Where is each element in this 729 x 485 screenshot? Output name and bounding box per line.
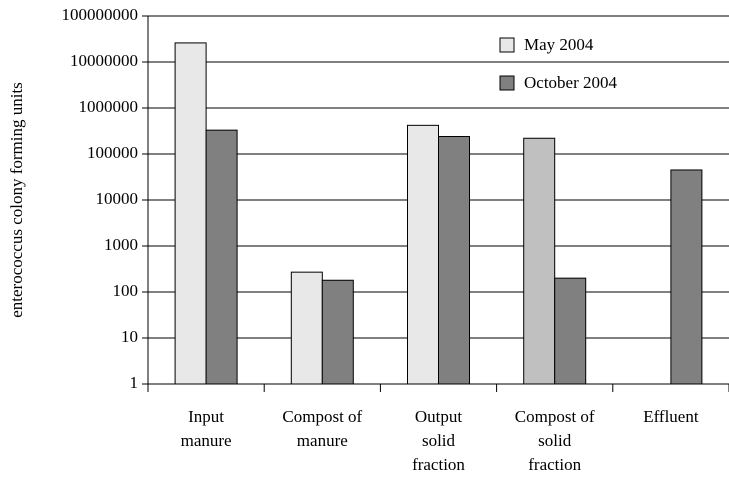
x-tick-label: Output: [415, 407, 463, 426]
bar: [438, 136, 470, 385]
y-tick-label: 1: [130, 373, 139, 392]
y-tick-label: 10: [121, 327, 138, 346]
x-tick-label: Input: [188, 407, 224, 426]
legend-label: May 2004: [524, 35, 594, 54]
x-tick-label: manure: [297, 431, 348, 450]
bar: [670, 169, 703, 385]
x-tick-label: fraction: [528, 455, 581, 474]
x-tick-label: Compost of: [282, 407, 362, 426]
y-axis-label: enterococcus colony forming units: [7, 82, 26, 318]
x-tick-label: manure: [181, 431, 232, 450]
y-tick-label: 100000: [87, 143, 138, 162]
bar: [407, 124, 439, 385]
x-tick-label: Compost of: [515, 407, 595, 426]
y-tick-label: 100: [113, 281, 139, 300]
bar: [174, 42, 207, 385]
x-tick-label: solid: [422, 431, 456, 450]
bar: [205, 129, 238, 385]
y-tick-label: 1000: [104, 235, 138, 254]
bar: [321, 279, 354, 385]
y-tick-label: 100000000: [62, 5, 139, 24]
bar: [290, 271, 323, 385]
legend-swatch: [499, 75, 515, 91]
y-tick-label: 10000: [96, 189, 139, 208]
legend-swatch: [499, 37, 515, 53]
bar: [554, 277, 587, 385]
x-tick-label: Effluent: [643, 407, 699, 426]
y-tick-label: 10000000: [70, 51, 138, 70]
x-tick-label: fraction: [412, 455, 465, 474]
y-tick-label: 1000000: [79, 97, 139, 116]
bar: [523, 137, 556, 385]
x-tick-label: solid: [538, 431, 572, 450]
legend-label: October 2004: [524, 73, 618, 92]
